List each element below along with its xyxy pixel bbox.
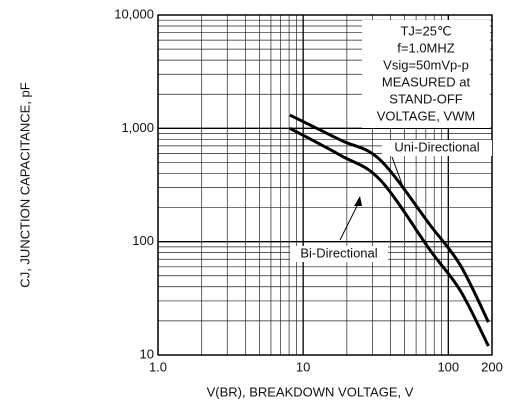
y-axis-label: CJ, JUNCTION CAPACITANCE, pF <box>17 82 32 287</box>
annotation-box <box>362 20 490 128</box>
plot-frame <box>157 14 493 356</box>
x-axis-label: V(BR), BREAKDOWN VOLTAGE, V <box>207 384 414 399</box>
y-tick-label: 10,000 <box>114 6 154 21</box>
y-tick-label: 10 <box>140 346 154 361</box>
series-label: Uni-Directional <box>394 139 479 154</box>
label-bg <box>290 246 388 262</box>
x-tick-label: 200 <box>481 359 503 374</box>
annotation-line: f=1.0MHZ <box>397 40 454 55</box>
x-tick-label: 100 <box>437 359 459 374</box>
arrow <box>391 156 406 193</box>
label-bg <box>382 140 492 156</box>
arrow-head <box>354 196 362 206</box>
x-tick-label: 1.0 <box>149 359 167 374</box>
y-tick-label: 1,000 <box>121 120 154 135</box>
series-label: Bi-Directional <box>300 245 377 260</box>
series-line <box>289 127 490 347</box>
annotation-line: TJ=25℃ <box>400 23 451 38</box>
annotation-line: MEASURED at <box>382 74 471 89</box>
annotation-line: VOLTAGE, VWM <box>377 108 475 123</box>
series-line <box>289 113 490 323</box>
arrow <box>339 199 361 241</box>
y-tick-label: 100 <box>132 233 154 248</box>
x-tick-label: 10 <box>296 359 310 374</box>
annotation-line: Vsig=50mVp-p <box>383 57 469 72</box>
annotation-line: STAND-OFF <box>389 91 462 106</box>
